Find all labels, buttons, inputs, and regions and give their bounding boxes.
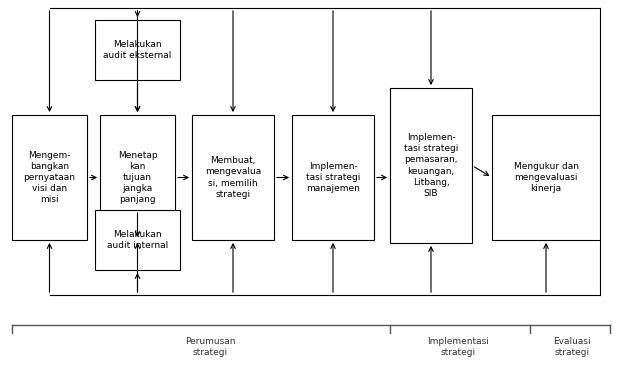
Text: Evaluasi
strategi: Evaluasi strategi — [553, 337, 591, 357]
Bar — [100, 115, 175, 240]
Bar — [12, 115, 87, 240]
Text: Implementasi
strategi: Implementasi strategi — [427, 337, 489, 357]
Text: Melakukan
audit eksternal: Melakukan audit eksternal — [103, 40, 172, 60]
Bar — [95, 210, 180, 270]
Bar — [192, 115, 274, 240]
Text: Implemen-
tasi strategi
manajemen: Implemen- tasi strategi manajemen — [306, 162, 360, 193]
Text: Perumusan
strategi: Perumusan strategi — [185, 337, 235, 357]
Text: Membuat,
mengevalua
si, memilih
strategi: Membuat, mengevalua si, memilih strategi — [205, 157, 261, 199]
Text: Menetap
kan
tujuan
jangka
panjang: Menetap kan tujuan jangka panjang — [118, 151, 157, 204]
Text: Implemen-
tasi strategi
pemasaran,
keuangan,
Litbang,
SIB: Implemen- tasi strategi pemasaran, keuan… — [404, 133, 458, 198]
Bar — [390, 88, 472, 243]
Text: Melakukan
audit internal: Melakukan audit internal — [107, 230, 168, 250]
Text: Mengem-
bangkan
pernyataan
visi dan
misi: Mengem- bangkan pernyataan visi dan misi — [23, 151, 76, 204]
Bar — [95, 20, 180, 80]
Bar — [292, 115, 374, 240]
Text: Mengukur dan
mengevaluasi
kinerja: Mengukur dan mengevaluasi kinerja — [514, 162, 579, 193]
Bar — [492, 115, 600, 240]
